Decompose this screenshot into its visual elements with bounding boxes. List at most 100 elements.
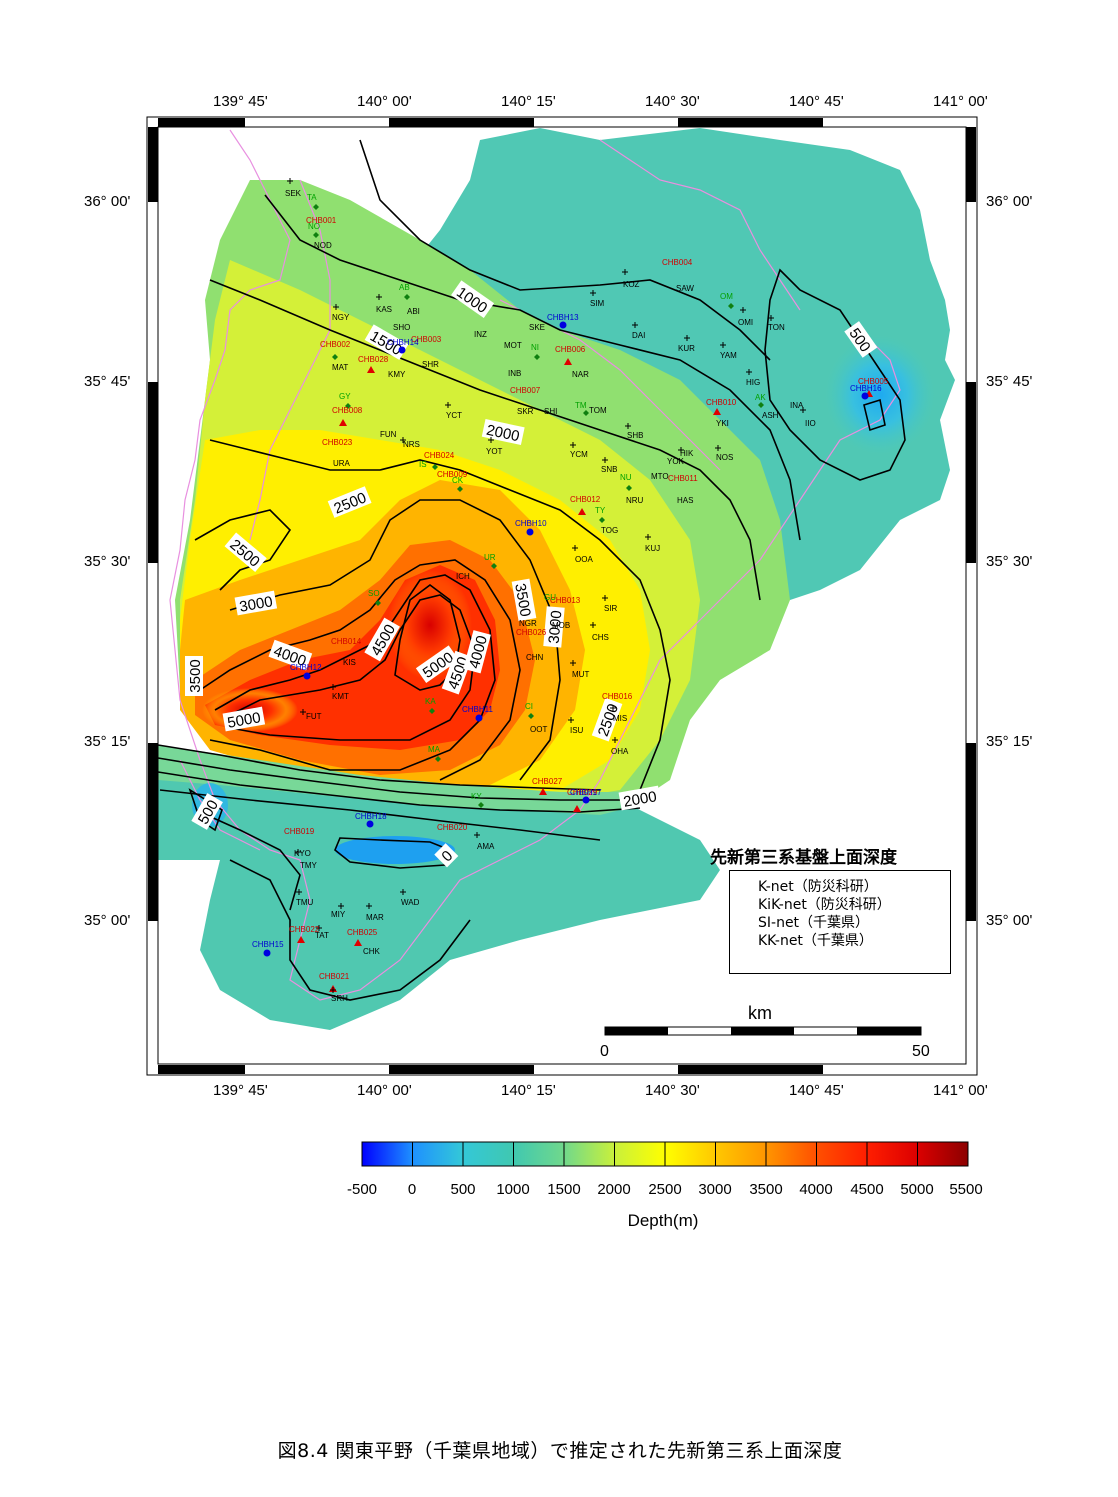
- sinet-marker: [746, 369, 752, 375]
- station-label: MAR: [366, 913, 384, 922]
- station-label: CHK: [363, 947, 381, 956]
- legend-item-label: SI-net（千葉県）: [758, 915, 870, 931]
- station-labels: SEK NOD KAS ABI NGY SHO MAT KMY SHR INZ …: [252, 189, 889, 1003]
- station-label: SRH: [331, 994, 348, 1003]
- station-label: KUJ: [645, 544, 660, 553]
- station-label: MUT: [572, 670, 589, 679]
- scale-bar-start: 0: [600, 1043, 609, 1060]
- lon-tick-top: 141° 00': [933, 93, 988, 110]
- station-label: YKI: [716, 419, 729, 428]
- lat-tick-right: 35° 45': [986, 373, 1033, 390]
- station-label: UR: [484, 553, 496, 562]
- lon-tick-top: 139° 45': [213, 93, 268, 110]
- kknet-marker: [583, 410, 589, 416]
- station-label: OOA: [575, 555, 593, 564]
- lon-tick-bottom: 141° 00': [933, 1082, 988, 1099]
- sinet-marker: [330, 684, 336, 690]
- kknet-marker: [758, 402, 764, 408]
- knet-marker: [339, 419, 347, 426]
- lon-tick-top: 140° 15': [501, 93, 556, 110]
- station-label: SHI: [544, 407, 557, 416]
- figure-caption: 図8.4 関東平野（千葉県地域）で推定された先新第三系上面深度: [277, 1440, 843, 1462]
- sinet-marker: [740, 307, 746, 313]
- station-label: CHB016: [602, 692, 633, 701]
- station-label: KMY: [388, 370, 406, 379]
- station-label: CK: [452, 476, 464, 485]
- lon-tick-bottom: 139° 45': [213, 1082, 268, 1099]
- station-label: CHB003: [411, 335, 442, 344]
- station-label: GU: [544, 593, 556, 602]
- contour-label-2000-north: 2000: [485, 422, 521, 446]
- sinet-markers: [287, 178, 806, 993]
- kknet-marker: [435, 756, 441, 762]
- colorbar-tick-label: 4500: [850, 1181, 884, 1198]
- station-label: CHBH10: [515, 519, 547, 528]
- station-label: SKR: [517, 407, 534, 416]
- colorbar-tick-label: 0: [407, 1181, 417, 1198]
- knet-marker: [713, 408, 721, 415]
- station-label: NRU: [626, 496, 644, 505]
- lon-tick-bottom: 140° 30': [645, 1082, 700, 1099]
- lon-tick-bottom: 140° 00': [357, 1082, 412, 1099]
- station-label: CHB022: [289, 925, 320, 934]
- station-label: CHBH17: [570, 788, 602, 797]
- station-label: OM: [720, 292, 733, 301]
- sinet-marker: [590, 622, 596, 628]
- station-label: CI: [525, 702, 533, 711]
- station-label: MIS: [613, 714, 627, 723]
- station-label: SAW: [676, 284, 694, 293]
- station-label: YOK: [667, 457, 685, 466]
- station-label: CHBH11: [462, 705, 494, 714]
- station-label: CHB008: [332, 406, 363, 415]
- knet-marker: [573, 805, 581, 812]
- station-label: NOD: [314, 241, 332, 250]
- station-label: SHR: [422, 360, 439, 369]
- lon-tick-bottom: 140° 45': [789, 1082, 844, 1099]
- colorbar-tick-label: 3000: [698, 1181, 732, 1198]
- lat-tick-left: 36° 00': [84, 193, 131, 210]
- station-label: NAR: [572, 370, 589, 379]
- sinet-marker: [338, 903, 344, 909]
- sinet-marker: [366, 903, 372, 909]
- kiknet-marker: [398, 346, 406, 354]
- kknet-marker: [375, 600, 381, 606]
- station-label: HAS: [677, 496, 693, 505]
- lon-tick-top: 140° 00': [357, 93, 412, 110]
- station-label: FUT: [306, 712, 322, 721]
- station-label: KUR: [678, 344, 695, 353]
- station-label: SNB: [601, 465, 617, 474]
- legend-title: 先新第三系基盤上面深度: [710, 848, 897, 868]
- kknet-marker: [432, 464, 438, 470]
- sinet-marker: [400, 889, 406, 895]
- knet-marker: [564, 358, 572, 365]
- station-label: MOT: [504, 341, 522, 350]
- kknet-marker: [491, 563, 497, 569]
- station-label: CHS: [592, 633, 609, 642]
- station-label: CHB025: [347, 928, 378, 937]
- station-label: CHBH12: [290, 663, 322, 672]
- colorbar-tick-label: -500: [346, 1181, 378, 1198]
- knet-marker: [367, 366, 375, 373]
- sinet-marker: [570, 442, 576, 448]
- kknet-marker: [728, 303, 734, 309]
- station-label: OHA: [611, 747, 629, 756]
- lat-tick-left: 35° 15': [84, 733, 131, 750]
- kiknet-marker: [559, 321, 567, 329]
- station-label: ABI: [407, 307, 420, 316]
- station-label: CHN: [526, 653, 544, 662]
- station-label: NGY: [332, 313, 350, 322]
- station-label: CHBH16: [850, 384, 882, 393]
- station-label: AB: [399, 283, 410, 292]
- station-label: KMT: [332, 692, 349, 701]
- scale-bar-end: 50: [912, 1043, 930, 1060]
- sinet-marker: [316, 925, 322, 931]
- station-label: KAS: [376, 305, 392, 314]
- kknet-marker: [534, 354, 540, 360]
- knet-marker: [578, 508, 586, 515]
- colorbar-tick-label: 1500: [547, 1181, 581, 1198]
- station-label: NGR: [519, 619, 537, 628]
- kknet-marker: [626, 485, 632, 491]
- station-label: ICH: [456, 572, 470, 581]
- station-label: KOZ: [623, 280, 640, 289]
- station-label: NOS: [716, 453, 733, 462]
